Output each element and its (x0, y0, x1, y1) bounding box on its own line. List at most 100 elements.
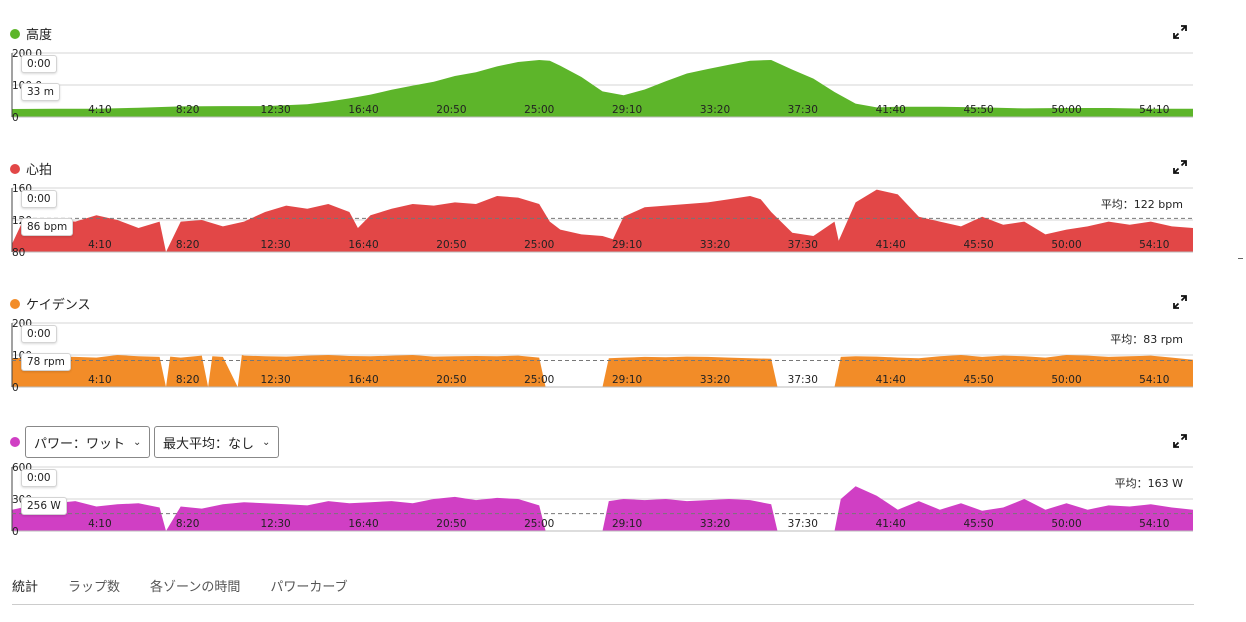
expand-icon[interactable] (1173, 434, 1187, 448)
power-tooltip-value: 256 W (21, 497, 67, 515)
elevation-x-tick-label: 16:40 (348, 104, 378, 116)
expand-icon[interactable] (1173, 160, 1187, 174)
heart-rate-x-tick-label: 25:00 (524, 239, 554, 251)
stats-tabs: 統計 ラップ数 各ゾーンの時間 パワーカーブ (12, 576, 378, 603)
cadence-x-tick-label: 20:50 (436, 374, 466, 386)
elevation-x-tick-label: 50:00 (1051, 104, 1081, 116)
power-x-tick-label: 33:20 (700, 518, 730, 530)
cadence-header: ケイデンス (10, 294, 90, 313)
power-tooltip-time: 0:00 (21, 469, 57, 487)
elevation-x-tick-label: 54:10 (1139, 104, 1169, 116)
cadence-x-tick-label: 33:20 (700, 374, 730, 386)
elevation-x-tick-label: 41:40 (876, 104, 906, 116)
elevation-area (12, 60, 1193, 117)
tab-laps[interactable]: ラップ数 (68, 580, 121, 595)
power-area (12, 486, 1193, 531)
power-unit-select[interactable]: パワー：ワット ⌄ (25, 426, 151, 458)
heart-rate-x-tick-label: 45:50 (963, 239, 993, 251)
heart-rate-area (12, 189, 1193, 252)
power-x-tick-label: 16:40 (348, 518, 378, 530)
power-x-tick-label: 54:10 (1139, 518, 1169, 530)
tab-power-curve[interactable]: パワーカーブ (270, 580, 348, 595)
cadence-title: ケイデンス (26, 298, 91, 313)
elevation-x-tick-label: 20:50 (436, 104, 466, 116)
cadence-tooltip-value: 78 rpm (21, 353, 71, 371)
power-x-tick-label: 8:20 (176, 518, 200, 530)
cadence-x-tick-label: 41:40 (876, 374, 906, 386)
power-chart: 60030004:108:2012:3016:4020:5025:0029:10… (11, 462, 1193, 538)
cadence-x-tick-label: 4:10 (88, 374, 112, 386)
cadence-x-tick-label: 45:50 (963, 374, 993, 386)
elevation-x-tick-label: 33:20 (700, 104, 730, 116)
tab-stats[interactable]: 統計 (12, 580, 39, 595)
power-x-tick-label: 45:50 (963, 518, 993, 530)
cadence-x-tick-label: 54:10 (1139, 374, 1169, 386)
elevation-tooltip-value: 33 m (21, 83, 60, 101)
heart-rate-tooltip-time: 0:00 (21, 190, 57, 208)
heart-rate-legend-dot (10, 163, 20, 174)
cadence-x-tick-label: 50:00 (1051, 374, 1081, 386)
heart-rate-x-tick-label: 29:10 (612, 239, 642, 251)
elevation-x-tick-label: 37:30 (788, 104, 818, 116)
heart-rate-tooltip-value: 86 bpm (21, 218, 74, 236)
power-x-tick-label: 37:30 (788, 518, 818, 530)
power-x-tick-label: 20:50 (436, 518, 466, 530)
chevron-down-icon: ⌄ (262, 436, 271, 448)
heart-rate-x-tick-label: 4:10 (88, 239, 112, 251)
elevation-x-tick-label: 25:00 (524, 104, 554, 116)
heart-rate-x-tick-label: 12:30 (260, 239, 290, 251)
cadence-area (12, 355, 1193, 387)
cadence-legend-dot (10, 298, 20, 309)
elevation-x-tick-label: 12:30 (260, 104, 290, 116)
heart-rate-title: 心拍 (26, 163, 53, 178)
power-average-label: 平均：163 W (1111, 474, 1186, 492)
heart-rate-chart: 160120804:108:2012:3016:4020:5025:0029:1… (11, 183, 1193, 259)
power-y-tick-label: 0 (12, 526, 19, 538)
elevation-header: 高度 (10, 24, 52, 43)
max-average-select[interactable]: 最大平均：なし ⌄ (154, 426, 280, 458)
heart-rate-y-tick-label: 80 (12, 247, 25, 259)
heart-rate-x-tick-label: 50:00 (1051, 239, 1081, 251)
expand-icon[interactable] (1173, 295, 1187, 309)
heart-rate-x-tick-label: 20:50 (436, 239, 466, 251)
cadence-x-tick-label: 29:10 (612, 374, 642, 386)
elevation-x-tick-label: 8:20 (176, 104, 200, 116)
elevation-tooltip-time: 0:00 (21, 55, 57, 73)
cadence-x-tick-label: 25:00 (524, 374, 554, 386)
side-marker (1238, 258, 1243, 259)
cadence-x-tick-label: 37:30 (788, 374, 818, 386)
tab-time-in-zones[interactable]: 各ゾーンの時間 (150, 580, 241, 595)
max-average-select-label: 最大平均：なし (163, 436, 255, 452)
expand-icon[interactable] (1173, 25, 1187, 39)
elevation-y-tick-label: 0 (12, 112, 19, 124)
cadence-x-tick-label: 16:40 (348, 374, 378, 386)
cadence-x-tick-label: 8:20 (176, 374, 200, 386)
power-x-tick-label: 50:00 (1051, 518, 1081, 530)
power-x-tick-label: 25:00 (524, 518, 554, 530)
heart-rate-average-label: 平均：122 bpm (1097, 195, 1186, 213)
power-legend-dot (10, 437, 20, 447)
cadence-average-label: 平均：83 rpm (1107, 330, 1186, 348)
heart-rate-x-tick-label: 8:20 (176, 239, 200, 251)
power-x-tick-label: 29:10 (612, 518, 642, 530)
tabs-divider (12, 604, 1194, 605)
elevation-x-tick-label: 29:10 (612, 104, 642, 116)
heart-rate-header: 心拍 (10, 159, 52, 178)
cadence-chart: 20010004:108:2012:3016:4020:5025:0029:10… (11, 318, 1193, 394)
heart-rate-x-tick-label: 41:40 (876, 239, 906, 251)
elevation-x-tick-label: 45:50 (963, 104, 993, 116)
cadence-x-tick-label: 12:30 (260, 374, 290, 386)
cadence-tooltip-time: 0:00 (21, 325, 57, 343)
elevation-title: 高度 (26, 28, 53, 43)
power-x-tick-label: 4:10 (88, 518, 112, 530)
cadence-y-tick-label: 0 (12, 382, 19, 394)
power-unit-select-label: パワー：ワット (34, 436, 126, 452)
power-x-tick-label: 12:30 (260, 518, 290, 530)
heart-rate-x-tick-label: 54:10 (1139, 239, 1169, 251)
heart-rate-x-tick-label: 16:40 (348, 239, 378, 251)
power-x-tick-label: 41:40 (876, 518, 906, 530)
heart-rate-x-tick-label: 33:20 (700, 239, 730, 251)
heart-rate-x-tick-label: 37:30 (788, 239, 818, 251)
elevation-legend-dot (10, 28, 20, 39)
elevation-chart: 200.0100.004:108:2012:3016:4020:5025:002… (11, 48, 1193, 124)
